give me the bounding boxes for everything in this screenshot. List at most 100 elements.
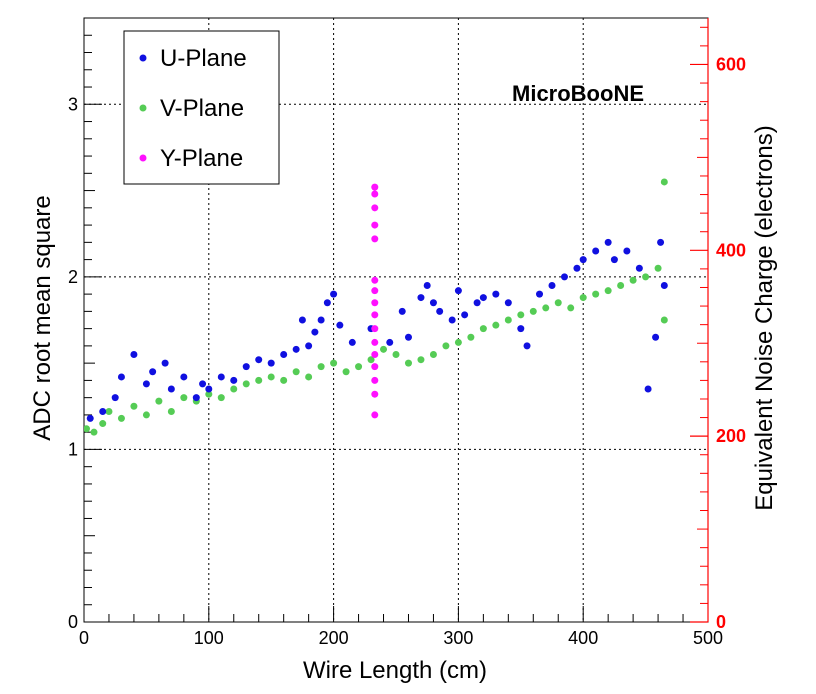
point-v-plane [180,394,188,402]
point-v-plane [317,363,325,371]
point-v-plane [629,276,637,284]
point-u-plane [579,256,587,264]
point-u-plane [386,338,394,346]
point-y-plane [371,411,379,419]
point-u-plane [330,290,338,298]
legend-marker-v-plane [139,104,147,112]
legend-box [123,30,280,185]
legend-marker-y-plane [139,154,147,162]
point-u-plane [267,359,275,367]
point-v-plane [330,359,338,367]
point-u-plane [517,325,525,333]
point-v-plane [429,351,437,359]
point-u-plane [117,373,125,381]
point-u-plane [86,414,94,422]
point-v-plane [90,428,98,436]
point-v-plane [342,368,350,376]
point-u-plane [417,294,425,302]
point-u-plane [242,363,250,371]
point-u-plane [404,333,412,341]
point-y-plane [371,351,379,359]
y2-axis-title: Equivalent Noise Charge (electrons) [751,125,778,511]
point-u-plane [448,316,456,324]
point-v-plane [155,397,163,405]
point-v-plane [392,351,400,359]
point-v-plane [504,316,512,324]
point-y-plane [371,325,379,333]
point-y-plane [371,299,379,307]
point-y-plane [371,376,379,384]
point-u-plane [429,299,437,307]
point-u-plane [573,264,581,272]
point-u-plane [305,342,313,350]
right-axis: 0 200 400 600 [690,18,746,632]
point-v-plane [417,356,425,364]
point-u-plane [167,385,175,393]
point-u-plane [436,307,444,315]
point-u-plane [348,338,356,346]
point-u-plane [317,316,325,324]
point-u-plane [623,247,631,255]
point-u-plane [592,247,600,255]
point-u-plane [323,299,331,307]
point-u-plane [610,256,618,264]
y2-tick-label: 400 [716,240,746,260]
point-v-plane [579,294,587,302]
point-v-plane [554,299,562,307]
point-v-plane [280,376,288,384]
x-tick-label: 300 [443,628,473,648]
point-u-plane [479,294,487,302]
point-v-plane [660,178,668,186]
point-u-plane [280,351,288,359]
point-u-plane [604,238,612,246]
point-u-plane [142,380,150,388]
point-v-plane [567,304,575,312]
point-u-plane [454,287,462,295]
y-tick-label: 0 [68,612,78,632]
legend-label-y-plane: Y-Plane [160,145,243,172]
point-u-plane [657,238,665,246]
point-v-plane [617,281,625,289]
point-u-plane [660,281,668,289]
point-u-plane [504,299,512,307]
legend: U-Plane V-Plane Y-Plane [123,30,280,185]
point-y-plane [371,311,379,319]
point-v-plane [367,356,375,364]
point-u-plane [199,380,207,388]
point-u-plane [473,299,481,307]
point-v-plane [660,316,668,324]
y-axis-title: ADC root mean square [29,195,56,440]
point-y-plane [371,221,379,229]
point-v-plane [292,368,300,376]
point-v-plane [654,264,662,272]
point-u-plane [560,273,568,281]
point-y-plane [371,190,379,198]
point-u-plane [111,394,119,402]
legend-label-v-plane: V-Plane [160,95,244,122]
point-u-plane [217,373,225,381]
annotation-microboone: MicroBooNE [512,81,644,106]
y-tick-label: 1 [68,439,78,459]
y-tick-label: 2 [68,267,78,287]
point-v-plane [267,373,275,381]
point-v-plane [142,411,150,419]
point-v-plane [380,345,388,353]
x-axis-title: Wire Length (cm) [303,657,487,684]
point-v-plane [529,307,537,315]
legend-label-u-plane: U-Plane [160,45,247,72]
point-v-plane [442,342,450,350]
point-u-plane [548,281,556,289]
point-v-plane [604,287,612,295]
point-u-plane [523,342,531,350]
point-u-plane [130,351,138,359]
y2-tick-label: 600 [716,54,746,74]
point-u-plane [536,290,544,298]
point-u-plane [180,373,188,381]
point-u-plane [398,307,406,315]
point-u-plane [99,407,107,415]
point-u-plane [192,394,200,402]
y-tick-label: 3 [68,94,78,114]
point-u-plane [492,290,500,298]
point-y-plane [371,363,379,371]
